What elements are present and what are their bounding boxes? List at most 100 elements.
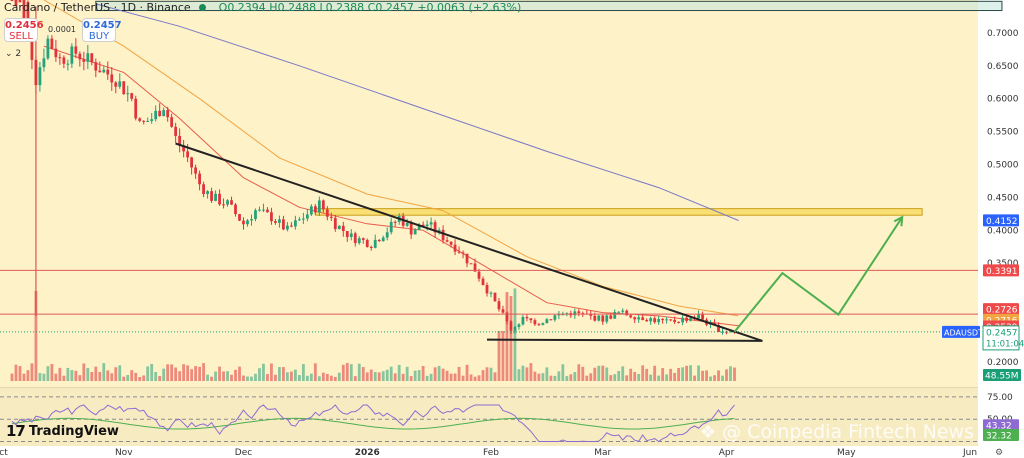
volume-bar <box>142 375 146 381</box>
volume-bar <box>333 376 337 381</box>
volume-bar <box>373 372 377 381</box>
volume-bar <box>457 366 461 381</box>
tradingview-wordmark: TradingView <box>28 423 119 439</box>
volume-bar <box>122 376 126 381</box>
candle-body <box>529 318 533 321</box>
candle-body <box>78 53 82 60</box>
candle-body <box>297 219 301 221</box>
osc-value-bg-0 <box>983 419 1019 432</box>
volume-bar <box>725 369 728 381</box>
volume-bar <box>509 295 513 381</box>
candle-body <box>421 224 425 227</box>
candle-body <box>545 319 549 324</box>
volume-bar <box>649 374 653 381</box>
volume-bar <box>349 364 353 381</box>
volume-bar <box>389 366 393 381</box>
volume-bar <box>517 369 521 381</box>
time-tick-label: Apr <box>719 448 735 458</box>
candle-body <box>729 331 732 333</box>
candle-body <box>385 232 389 238</box>
volume-bar <box>585 375 589 381</box>
candle-body <box>38 67 42 86</box>
volume-bar <box>222 371 225 381</box>
price-tick-label: 0.5500 <box>987 128 1019 138</box>
candle-body <box>106 69 110 75</box>
volume-bar <box>597 365 601 381</box>
volume-bar <box>701 370 704 381</box>
volume-bar <box>593 367 597 381</box>
volume-bar <box>721 375 724 381</box>
volume-bar <box>190 369 194 381</box>
ema-slow-line <box>95 3 739 221</box>
candle-body <box>182 145 186 152</box>
candle-body <box>178 135 182 146</box>
candle-body <box>557 314 561 316</box>
buy-button[interactable]: 0.2457 BUY <box>82 18 122 42</box>
buy-label: BUY <box>88 31 110 42</box>
volume-bar <box>433 367 437 381</box>
volume-bar <box>617 370 621 381</box>
candle-body <box>517 324 521 327</box>
volume-bar <box>313 363 317 381</box>
volume-bar <box>154 371 158 381</box>
volume-bar <box>158 376 162 381</box>
volume-bar <box>42 373 46 381</box>
volume-bar <box>186 365 190 381</box>
osc-value-1: 32.32 <box>986 432 1012 442</box>
volume-bar <box>685 365 688 381</box>
candle-body <box>98 70 102 73</box>
volume-bar <box>505 292 509 381</box>
candle-body <box>194 167 197 174</box>
volume-bar <box>242 375 245 381</box>
time-tick-label: May <box>837 448 856 458</box>
candle-body <box>134 98 138 119</box>
candle-body <box>413 229 417 235</box>
price-tick-label: 0.7000 <box>987 29 1019 39</box>
candle-body <box>333 217 337 230</box>
volume-bar <box>286 372 289 381</box>
sell-button[interactable]: 0.2456 SELL <box>4 18 44 42</box>
candle-body <box>697 313 700 319</box>
volume-bar <box>613 374 617 381</box>
candle-body <box>337 225 341 230</box>
volume-bar <box>178 371 182 381</box>
candle-body <box>50 38 54 49</box>
candle-body <box>30 26 34 60</box>
symbol-title[interactable]: Cardano / TetherUS · 1D · Binance <box>4 1 191 14</box>
candle-body <box>266 209 269 213</box>
volume-bar <box>246 376 249 381</box>
candle-body <box>345 231 349 238</box>
candle-body <box>417 224 421 230</box>
volume-bar <box>629 368 633 381</box>
candle-body <box>505 312 509 322</box>
volume-bar <box>18 366 22 381</box>
candle-body <box>226 200 229 205</box>
osc-tick-label: 75.00 <box>987 393 1013 403</box>
candle-body <box>186 151 190 158</box>
price-label-2-bg <box>983 303 1019 316</box>
collapse-indicators-button[interactable]: ⌄ 2 <box>5 49 21 59</box>
volume-bar <box>341 364 345 381</box>
price-axis-background <box>978 0 1024 458</box>
volume-bar <box>54 373 58 381</box>
volume-bar <box>274 374 277 381</box>
symbol-tag: ADAUSDT <box>944 328 983 337</box>
volume-bar <box>86 368 90 381</box>
candle-body <box>369 246 373 248</box>
volume-bar <box>589 373 593 381</box>
volume-bar <box>657 375 661 381</box>
candle-body <box>465 253 469 264</box>
volume-bar <box>497 331 501 381</box>
candle-body <box>469 263 473 265</box>
candle-body <box>329 216 333 218</box>
candle-body <box>609 315 613 319</box>
candle-body <box>166 110 170 118</box>
candle-body <box>313 206 317 213</box>
symbol-tag-bg <box>942 325 980 338</box>
candle-body <box>665 319 669 321</box>
descending-trendline <box>175 142 763 342</box>
tradingview-mark-icon: 17 <box>6 422 26 440</box>
volume-bar <box>206 374 209 381</box>
candle-body <box>617 311 621 313</box>
